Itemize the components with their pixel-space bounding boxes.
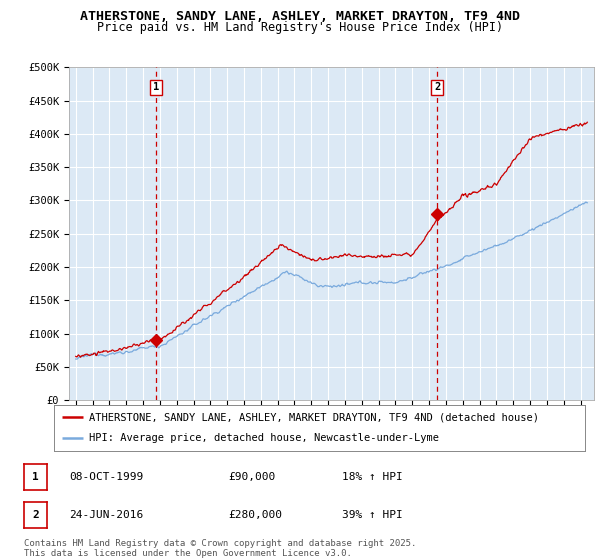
Text: £280,000: £280,000 [228,510,282,520]
Text: 08-OCT-1999: 08-OCT-1999 [69,472,143,482]
Text: 2: 2 [434,82,440,92]
Text: HPI: Average price, detached house, Newcastle-under-Lyme: HPI: Average price, detached house, Newc… [89,433,439,444]
Text: 18% ↑ HPI: 18% ↑ HPI [342,472,403,482]
Text: Contains HM Land Registry data © Crown copyright and database right 2025.
This d: Contains HM Land Registry data © Crown c… [24,539,416,558]
Text: 39% ↑ HPI: 39% ↑ HPI [342,510,403,520]
Text: Price paid vs. HM Land Registry's House Price Index (HPI): Price paid vs. HM Land Registry's House … [97,21,503,34]
Text: £90,000: £90,000 [228,472,275,482]
Text: 1: 1 [153,82,159,92]
Text: ATHERSTONE, SANDY LANE, ASHLEY, MARKET DRAYTON, TF9 4ND (detached house): ATHERSTONE, SANDY LANE, ASHLEY, MARKET D… [89,412,539,422]
Text: 24-JUN-2016: 24-JUN-2016 [69,510,143,520]
Text: 2: 2 [32,510,39,520]
Text: 1: 1 [32,472,39,482]
Text: ATHERSTONE, SANDY LANE, ASHLEY, MARKET DRAYTON, TF9 4ND: ATHERSTONE, SANDY LANE, ASHLEY, MARKET D… [80,10,520,23]
